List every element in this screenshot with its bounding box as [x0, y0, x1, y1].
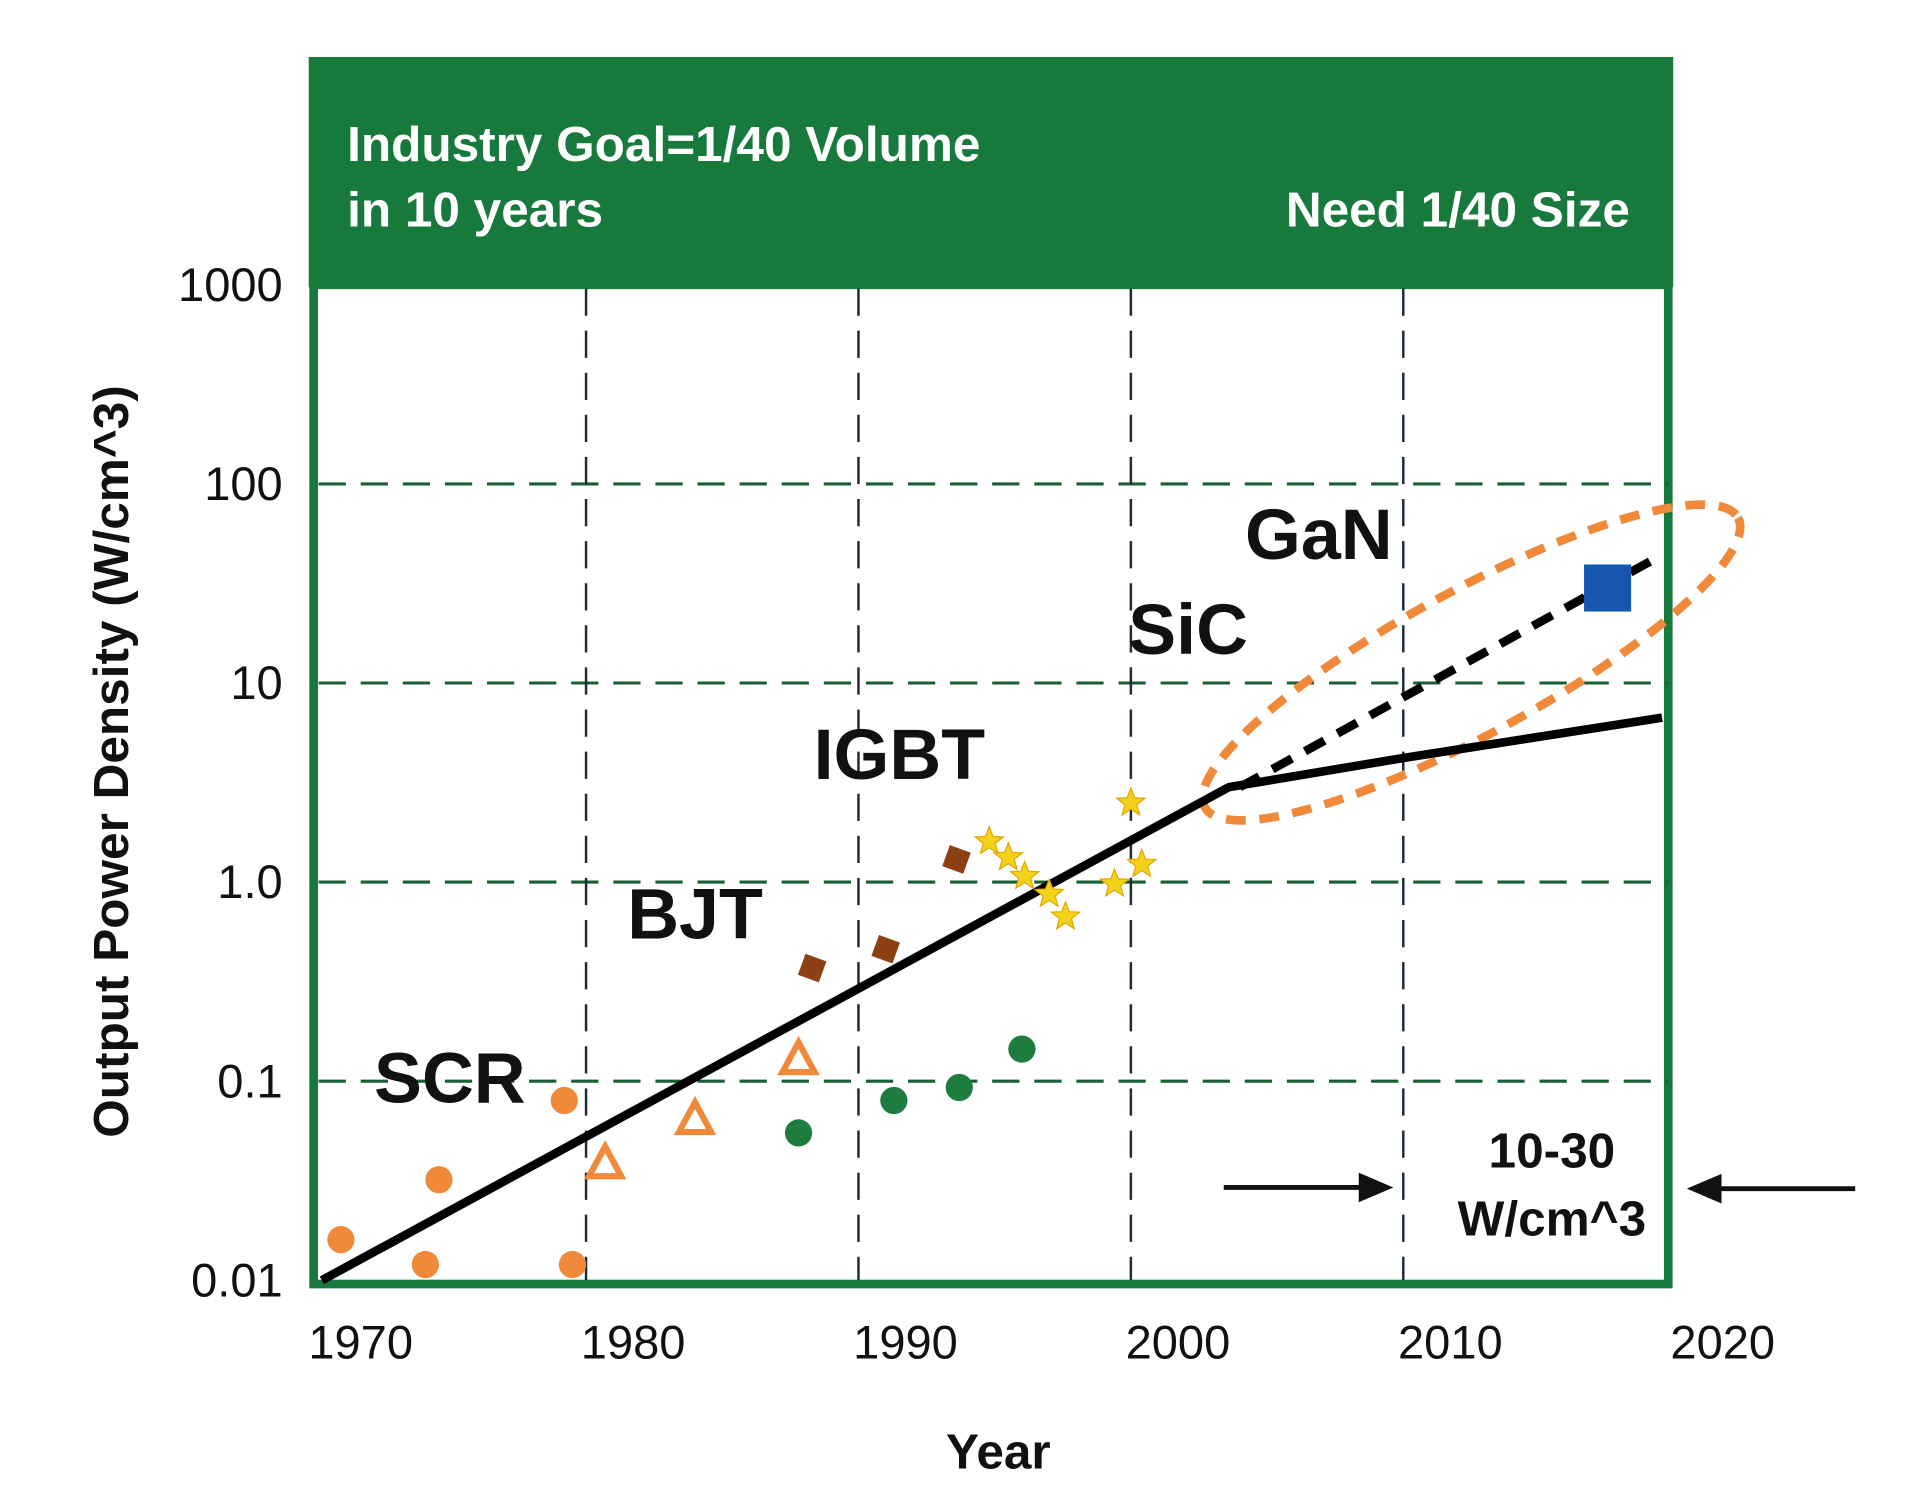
star-marker — [1008, 859, 1041, 890]
device-label-scr: SCR — [374, 1039, 526, 1119]
trend-lines — [319, 551, 1665, 1285]
circle-marker — [945, 1073, 973, 1102]
triangle-marker — [777, 1035, 820, 1076]
circle-marker — [411, 1250, 439, 1279]
y-tick-label: 0.01 — [191, 1253, 283, 1306]
device-label-bjt: BJT — [627, 875, 763, 955]
y-tick-label: 1000 — [178, 258, 283, 311]
x-tick-label: 1980 — [581, 1315, 686, 1368]
circle-marker — [558, 1250, 587, 1279]
diamond-marker — [942, 845, 971, 874]
header-band — [308, 56, 1674, 288]
circle-marker — [784, 1119, 813, 1147]
triangle-marker — [583, 1140, 627, 1180]
device-labels: SCR BJT IGBT SiC GaN — [374, 495, 1393, 1119]
y-axis-title: Output Power Density (W/cm^3) — [84, 385, 139, 1137]
grid — [318, 288, 1669, 1281]
star-marker — [1115, 786, 1147, 817]
y-tick-label: 1.0 — [217, 855, 282, 908]
y-tick-label: 100 — [204, 457, 283, 510]
circle-marker — [425, 1166, 453, 1194]
circle-marker — [880, 1086, 908, 1115]
header-need-size: Need 1/40 Size — [1286, 183, 1630, 238]
x-tick-label: 2010 — [1398, 1315, 1503, 1368]
x-tick-label: 2020 — [1670, 1315, 1775, 1368]
device-label-sic: SiC — [1128, 590, 1248, 670]
star-marker — [1125, 847, 1158, 878]
header-goal-line2: in 10 years — [347, 183, 603, 238]
y-tick-labels: 1000 100 10 1.0 0.1 0.01 — [178, 258, 283, 1307]
square-marker — [1584, 564, 1632, 612]
diamond-marker — [871, 934, 900, 964]
data-markers — [327, 564, 1632, 1279]
star-marker — [1033, 877, 1065, 908]
arrow-right — [1223, 1172, 1394, 1203]
trend-line-dashed — [1237, 551, 1665, 791]
header-goal-line1: Industry Goal=1/40 Volume — [347, 117, 980, 172]
x-axis-title: Year — [946, 1425, 1051, 1480]
gan-sic-highlight-ellipse — [1198, 500, 1745, 825]
x-tick-labels: 1970 1980 1990 2000 2010 2020 — [308, 1315, 1775, 1368]
device-label-gan: GaN — [1245, 495, 1393, 575]
circle-marker — [550, 1086, 578, 1115]
triangle-marker — [673, 1095, 717, 1136]
x-tick-label: 1990 — [853, 1315, 958, 1368]
plot-frame — [309, 280, 1673, 1289]
star-marker — [1098, 867, 1131, 898]
circle-marker — [1008, 1035, 1036, 1063]
arrow-left — [1686, 1173, 1856, 1204]
star-marker — [973, 824, 1006, 855]
trend-line-solid — [319, 713, 1663, 1285]
x-tick-label: 1970 — [308, 1315, 413, 1368]
star-marker — [1049, 900, 1082, 931]
y-tick-label: 10 — [230, 656, 282, 709]
annotation-range: 10-30 — [1489, 1124, 1616, 1179]
circle-marker — [327, 1226, 355, 1254]
diamond-marker — [797, 953, 827, 983]
y-tick-label: 0.1 — [217, 1054, 282, 1107]
x-tick-label: 2000 — [1126, 1315, 1231, 1368]
star-marker — [992, 840, 1025, 871]
device-label-igbt: IGBT — [814, 715, 986, 795]
annotation-unit: W/cm^3 — [1458, 1192, 1647, 1247]
